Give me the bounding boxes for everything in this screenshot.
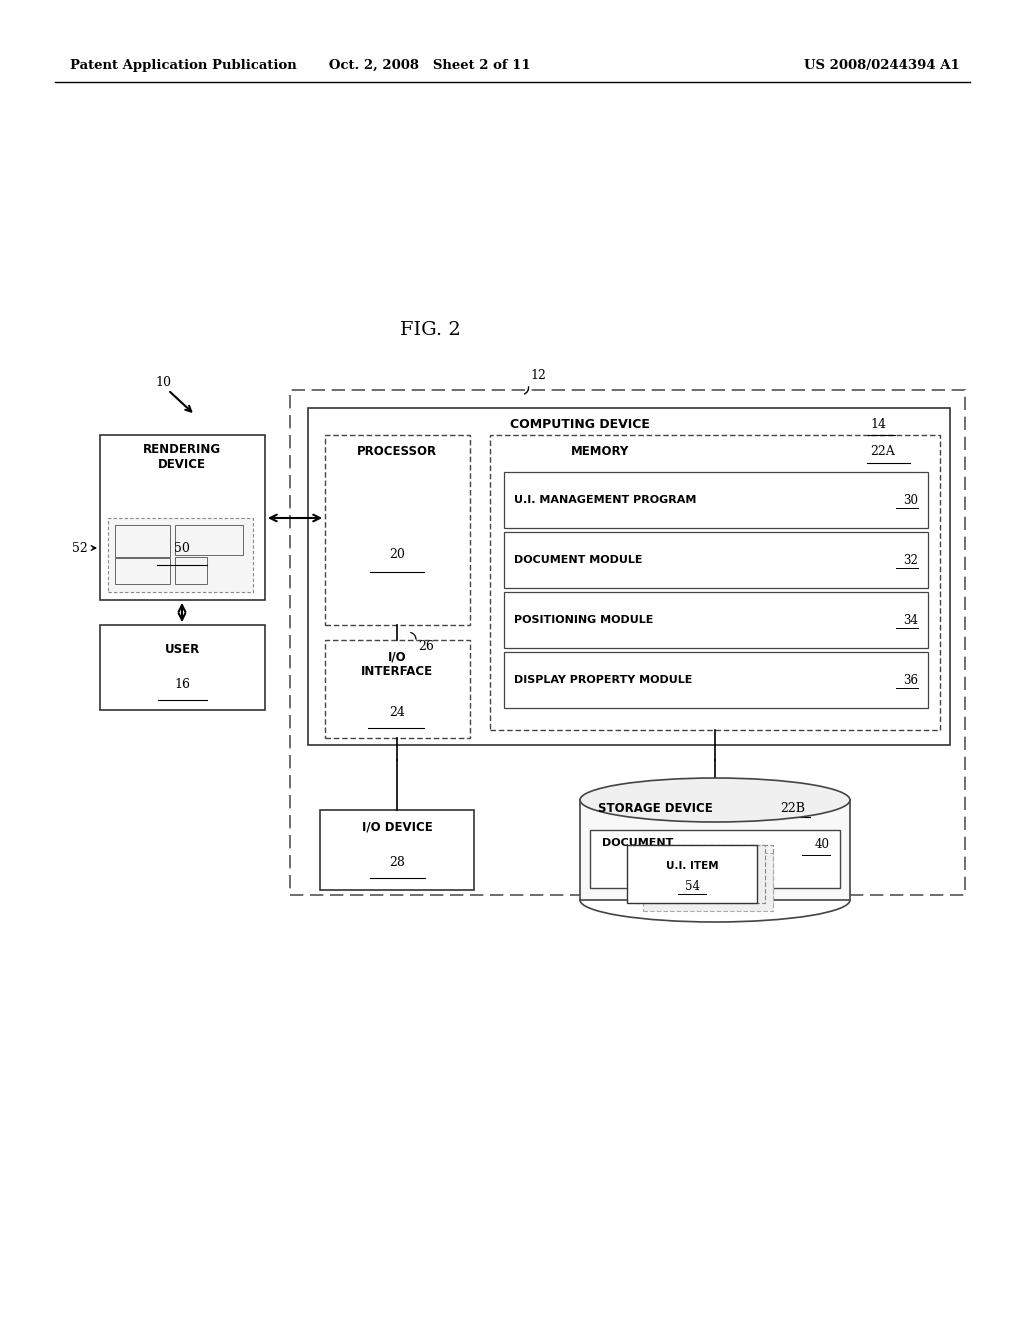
Text: U.I. ITEM: U.I. ITEM <box>666 861 718 871</box>
Text: US 2008/0244394 A1: US 2008/0244394 A1 <box>804 58 961 71</box>
Text: 24: 24 <box>389 705 404 718</box>
FancyBboxPatch shape <box>635 845 765 903</box>
Text: 32: 32 <box>903 553 918 566</box>
Text: 52: 52 <box>73 541 88 554</box>
Text: 10: 10 <box>155 375 171 388</box>
Text: COMPUTING DEVICE: COMPUTING DEVICE <box>510 418 650 432</box>
Text: 20: 20 <box>389 549 404 561</box>
Text: 26: 26 <box>418 640 434 653</box>
Text: I/O DEVICE: I/O DEVICE <box>361 820 432 833</box>
Text: 40: 40 <box>815 838 830 851</box>
Text: 28: 28 <box>389 855 404 869</box>
Text: 14: 14 <box>870 418 886 432</box>
FancyBboxPatch shape <box>643 845 773 903</box>
Text: MEMORY: MEMORY <box>570 445 629 458</box>
Text: POSITIONING MODULE: POSITIONING MODULE <box>514 615 653 624</box>
FancyBboxPatch shape <box>643 853 773 911</box>
Text: Oct. 2, 2008   Sheet 2 of 11: Oct. 2, 2008 Sheet 2 of 11 <box>329 58 530 71</box>
Text: FIG. 2: FIG. 2 <box>399 321 461 339</box>
Text: 12: 12 <box>530 370 546 381</box>
Text: DOCUMENT MODULE: DOCUMENT MODULE <box>514 554 642 565</box>
FancyBboxPatch shape <box>590 830 840 888</box>
Text: 22A: 22A <box>870 445 895 458</box>
Text: 30: 30 <box>903 494 918 507</box>
Text: U.I. MANAGEMENT PROGRAM: U.I. MANAGEMENT PROGRAM <box>514 495 696 506</box>
Text: 16: 16 <box>174 678 190 692</box>
Text: Patent Application Publication: Patent Application Publication <box>70 58 297 71</box>
Text: I/O
INTERFACE: I/O INTERFACE <box>360 649 433 678</box>
Text: PROCESSOR: PROCESSOR <box>357 445 437 458</box>
Text: 54: 54 <box>684 879 699 892</box>
FancyBboxPatch shape <box>635 845 765 903</box>
Text: DISPLAY PROPERTY MODULE: DISPLAY PROPERTY MODULE <box>514 675 692 685</box>
Text: RENDERING
DEVICE: RENDERING DEVICE <box>143 444 221 471</box>
Text: 50: 50 <box>174 541 189 554</box>
FancyBboxPatch shape <box>580 800 850 900</box>
Text: 36: 36 <box>903 673 918 686</box>
Ellipse shape <box>580 777 850 822</box>
FancyBboxPatch shape <box>627 845 757 903</box>
Text: 22B: 22B <box>780 801 805 814</box>
Text: STORAGE DEVICE: STORAGE DEVICE <box>598 801 713 814</box>
Text: 34: 34 <box>903 614 918 627</box>
FancyBboxPatch shape <box>108 517 253 591</box>
Text: DOCUMENT: DOCUMENT <box>602 838 674 847</box>
Text: USER: USER <box>165 643 200 656</box>
